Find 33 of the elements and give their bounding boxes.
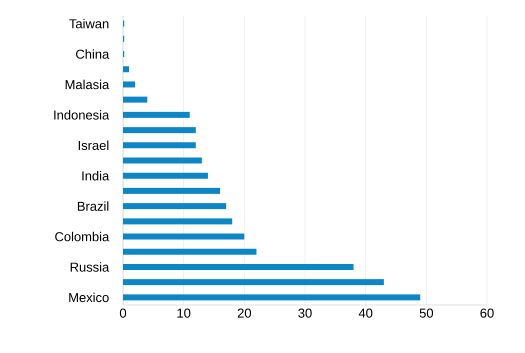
y-tick-label: Mexico <box>69 292 109 302</box>
y-tick-label: Malasia <box>66 80 110 90</box>
bar <box>123 294 420 300</box>
x-tick-label: 50 <box>420 308 434 318</box>
bar <box>123 158 202 164</box>
y-tick-label: India <box>82 170 110 180</box>
bar <box>123 127 196 134</box>
x-tick-label: 40 <box>358 308 372 318</box>
bar <box>123 96 148 103</box>
x-tick-label: 10 <box>177 308 190 318</box>
bar <box>123 112 190 118</box>
y-tick-label: Colombia <box>55 232 110 242</box>
bar <box>123 264 354 270</box>
y-tick-label: Brazil <box>78 201 108 211</box>
y-tick-label: Russia <box>70 262 110 272</box>
bar <box>123 142 196 148</box>
bar <box>123 81 136 88</box>
x-tick-label: 30 <box>298 308 312 318</box>
y-tick-label: Israel <box>78 140 108 150</box>
bar <box>123 66 130 72</box>
y-tick-label: Indonesia <box>54 110 110 120</box>
bar <box>123 248 256 255</box>
bar <box>123 172 208 179</box>
y-tick-label: Taiwan <box>69 18 108 28</box>
x-tick-label: 60 <box>480 308 494 318</box>
x-tick-label: 0 <box>120 308 126 318</box>
bar <box>123 203 226 210</box>
bar <box>123 279 384 286</box>
x-tick-label: 20 <box>238 308 252 318</box>
bar <box>123 188 220 194</box>
bar <box>123 218 232 224</box>
bar <box>123 234 244 240</box>
y-tick-label: China <box>76 49 110 59</box>
